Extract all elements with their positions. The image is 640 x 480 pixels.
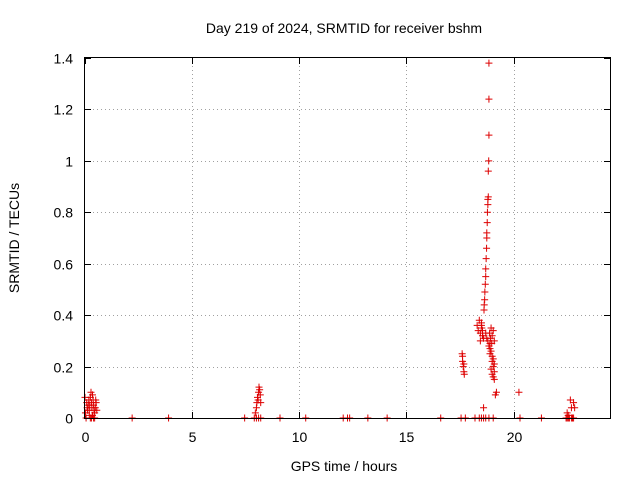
data-point bbox=[490, 375, 498, 383]
x-tick-label: 15 bbox=[399, 429, 415, 445]
data-point bbox=[481, 296, 489, 304]
x-tick-label: 5 bbox=[189, 429, 197, 445]
y-tick-label: 0.2 bbox=[54, 360, 74, 376]
y-tick-label: 0.4 bbox=[54, 308, 74, 324]
y-tick-label: 0 bbox=[65, 411, 73, 427]
plot-frame bbox=[84, 57, 611, 419]
data-point bbox=[486, 334, 494, 342]
data-point bbox=[484, 167, 492, 175]
data-point bbox=[92, 399, 100, 407]
data-point bbox=[487, 365, 495, 373]
data-point bbox=[256, 391, 264, 399]
y-tick-label: 1 bbox=[65, 154, 73, 170]
data-point bbox=[483, 219, 491, 227]
x-tick-label: 0 bbox=[82, 429, 90, 445]
data-point bbox=[482, 255, 490, 263]
grid-lines bbox=[85, 58, 610, 418]
data-point bbox=[93, 406, 101, 414]
data-point bbox=[570, 399, 578, 407]
data-point bbox=[484, 193, 492, 201]
data-point bbox=[515, 388, 523, 396]
x-tick-label: 10 bbox=[292, 429, 308, 445]
data-point bbox=[460, 360, 468, 368]
axis-ticks: 0 0.2 0.4 0.6 0.8 1 1.2 1.4 0 5 10 15 20 bbox=[54, 51, 610, 445]
y-tick-label: 0.8 bbox=[54, 205, 74, 221]
data-point bbox=[481, 288, 489, 296]
data-point bbox=[482, 265, 490, 273]
data-point bbox=[483, 208, 491, 216]
data-point bbox=[485, 95, 493, 103]
y-tick-label: 0.6 bbox=[54, 257, 74, 273]
data-point bbox=[480, 404, 488, 412]
data-point bbox=[490, 360, 498, 368]
y-axis-label: SRMTID / TECUs bbox=[6, 183, 22, 293]
data-point bbox=[485, 157, 493, 165]
data-point bbox=[485, 59, 493, 67]
data-point bbox=[485, 131, 493, 139]
data-point bbox=[257, 399, 265, 407]
data-point bbox=[488, 339, 496, 347]
data-point bbox=[489, 327, 497, 335]
y-tick-label: 1.2 bbox=[54, 102, 74, 118]
data-point bbox=[482, 273, 490, 281]
data-point bbox=[251, 409, 259, 417]
data-point bbox=[459, 352, 467, 360]
data-point bbox=[571, 404, 579, 412]
data-point bbox=[483, 229, 491, 237]
data-point bbox=[477, 321, 485, 329]
chart-title: Day 219 of 2024, SRMTID for receiver bsh… bbox=[206, 20, 482, 36]
data-point bbox=[460, 370, 468, 378]
data-point bbox=[486, 329, 494, 337]
data-point bbox=[489, 355, 497, 363]
data-point bbox=[256, 386, 264, 394]
data-point bbox=[483, 244, 491, 252]
data-point bbox=[492, 388, 500, 396]
data-point bbox=[481, 280, 489, 288]
data-point bbox=[487, 347, 495, 355]
x-axis-label: GPS time / hours bbox=[291, 458, 398, 474]
x-tick-label: 20 bbox=[507, 429, 523, 445]
y-tick-label: 1.4 bbox=[54, 51, 74, 67]
data-point bbox=[89, 391, 96, 399]
